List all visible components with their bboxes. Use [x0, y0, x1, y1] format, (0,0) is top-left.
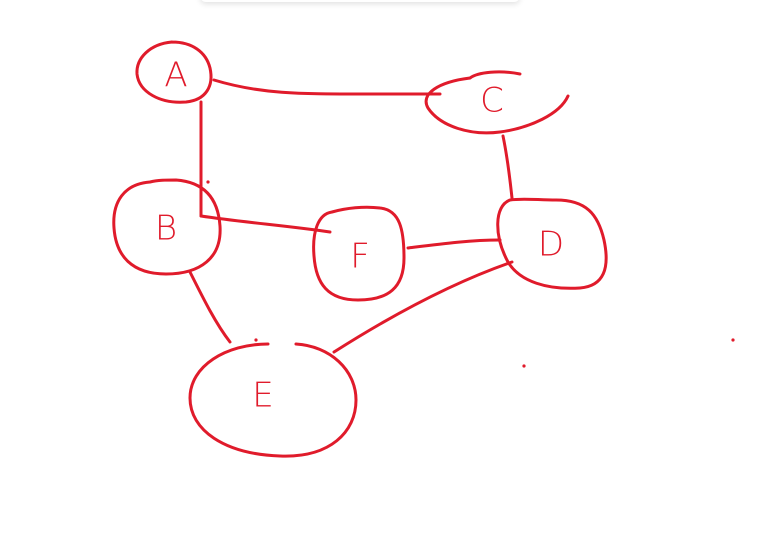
node-d-outline [496, 197, 608, 290]
node-a: A [135, 40, 213, 104]
node-b-outline [112, 178, 222, 276]
node-e-outline [188, 342, 358, 458]
ink-dot [731, 338, 735, 342]
edge-c-d [501, 134, 514, 200]
edge-e-d [332, 260, 514, 354]
node-d-label: D [538, 225, 564, 265]
edge-f-d [406, 238, 502, 250]
node-a-outline [135, 40, 213, 104]
toolbar-edge [200, 0, 520, 2]
node-e: E [188, 342, 358, 458]
ink-dot [206, 180, 210, 184]
node-d: D [496, 197, 608, 290]
edges-layer [188, 78, 514, 354]
node-e-label: E [252, 376, 273, 416]
node-c: C [424, 70, 570, 135]
stray-marks [206, 180, 735, 368]
edge-b-e [188, 270, 232, 344]
node-f: F [312, 205, 406, 302]
nodes-layer: A C B F D E [112, 40, 608, 458]
ink-dot [254, 338, 258, 342]
node-b-label: B [155, 209, 177, 249]
node-a-label: A [164, 56, 187, 96]
node-c-outline [424, 70, 570, 135]
node-f-label: F [350, 237, 370, 277]
node-c-label: C [480, 81, 504, 121]
edge-a-c [212, 78, 442, 96]
ink-dot [522, 364, 526, 368]
node-b: B [112, 178, 222, 276]
node-f-outline [312, 205, 406, 302]
